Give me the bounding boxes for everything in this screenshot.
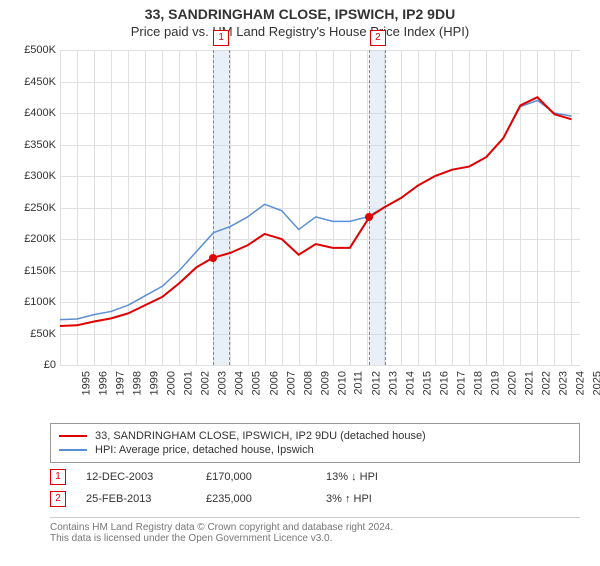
y-tick-label: £200K — [12, 233, 56, 245]
x-tick-label: 2025 — [592, 371, 600, 395]
x-tick-label: 2007 — [285, 371, 297, 395]
x-tick-label: 2006 — [268, 371, 280, 395]
legend-box: 33, SANDRINGHAM CLOSE, IPSWICH, IP2 9DU … — [50, 423, 580, 463]
x-tick-label: 2005 — [251, 371, 263, 395]
x-tick-label: 2008 — [302, 371, 314, 395]
legend-label: HPI: Average price, detached house, Ipsw… — [95, 444, 314, 456]
x-tick-label: 2014 — [404, 371, 416, 395]
x-tick-label: 1999 — [149, 371, 161, 395]
sale-row: 1 12-DEC-2003£170,00013% ↓ HPI — [50, 469, 600, 485]
x-tick-label: 2000 — [166, 371, 178, 395]
y-tick-label: £300K — [12, 170, 56, 182]
x-tick-label: 2004 — [234, 371, 246, 395]
legend-item: HPI: Average price, detached house, Ipsw… — [59, 444, 571, 456]
y-tick-label: £350K — [12, 139, 56, 151]
plot-area: £0£50K£100K£150K£200K£250K£300K£350K£400… — [60, 50, 580, 365]
x-tick-label: 2023 — [558, 371, 570, 395]
x-tick-label: 1996 — [98, 371, 110, 395]
x-tick-label: 2015 — [421, 371, 433, 395]
legend-swatch — [59, 449, 87, 451]
band-label: 1 — [213, 30, 229, 46]
sale-date: 12-DEC-2003 — [86, 471, 206, 483]
y-tick-label: £100K — [12, 296, 56, 308]
sale-marker — [209, 254, 217, 262]
x-tick-label: 2024 — [575, 371, 587, 395]
x-tick-label: 1998 — [132, 371, 144, 395]
x-tick-label: 2010 — [336, 371, 348, 395]
y-tick-label: £450K — [12, 76, 56, 88]
x-tick-label: 2009 — [319, 371, 331, 395]
y-tick-label: £500K — [12, 44, 56, 56]
gridline-h — [60, 365, 580, 366]
x-tick-label: 2019 — [490, 371, 502, 395]
footer: Contains HM Land Registry data © Crown c… — [50, 517, 580, 544]
x-tick-label: 2021 — [524, 371, 536, 395]
line-layer — [60, 50, 580, 365]
x-tick-label: 2002 — [200, 371, 212, 395]
footer-line: Contains HM Land Registry data © Crown c… — [50, 522, 580, 533]
x-tick-label: 2001 — [183, 371, 195, 395]
series-hpi — [60, 100, 571, 319]
series-price_paid — [60, 97, 571, 326]
x-tick-label: 2003 — [217, 371, 229, 395]
x-tick-label: 1997 — [115, 371, 127, 395]
legend-item: 33, SANDRINGHAM CLOSE, IPSWICH, IP2 9DU … — [59, 430, 571, 442]
x-tick-label: 2022 — [541, 371, 553, 395]
y-tick-label: £400K — [12, 107, 56, 119]
sale-index: 2 — [50, 491, 66, 507]
band-label: 2 — [370, 30, 386, 46]
y-tick-label: £250K — [12, 202, 56, 214]
legend-swatch — [59, 435, 87, 437]
x-tick-label: 2011 — [352, 371, 364, 395]
sale-index: 1 — [50, 469, 66, 485]
chart: £0 £50K £100K £150K £200K £250K £300K £350K £400… — [10, 45, 590, 415]
page-subtitle: Price paid vs. HM Land Registry's House … — [0, 24, 600, 39]
sale-delta: 13% ↓ HPI — [326, 471, 446, 483]
footer-line: This data is licensed under the Open Gov… — [50, 533, 580, 544]
y-tick-label: £50K — [12, 328, 56, 340]
legend-label: 33, SANDRINGHAM CLOSE, IPSWICH, IP2 9DU … — [95, 430, 426, 442]
y-tick-label: £0 — [12, 359, 56, 371]
sale-price: £170,000 — [206, 471, 326, 483]
x-tick-label: 2013 — [387, 371, 399, 395]
y-tick-label: £150K — [12, 265, 56, 277]
sale-marker — [365, 213, 373, 221]
x-tick-label: 2017 — [456, 371, 468, 395]
page-title: 33, SANDRINGHAM CLOSE, IPSWICH, IP2 9DU — [0, 6, 600, 22]
sale-row: 2 25-FEB-2013£235,0003% ↑ HPI — [50, 491, 600, 507]
sale-date: 25-FEB-2013 — [86, 493, 206, 505]
x-tick-label: 2020 — [507, 371, 519, 395]
sale-price: £235,000 — [206, 493, 326, 505]
x-tick-label: 2016 — [439, 371, 451, 395]
sale-delta: 3% ↑ HPI — [326, 493, 446, 505]
x-tick-label: 1995 — [80, 371, 92, 395]
sales-table: 1 12-DEC-2003£170,00013% ↓ HPI 2 25-FEB-201… — [0, 469, 600, 507]
x-tick-label: 2018 — [473, 371, 485, 395]
x-tick-label: 2012 — [370, 371, 382, 395]
